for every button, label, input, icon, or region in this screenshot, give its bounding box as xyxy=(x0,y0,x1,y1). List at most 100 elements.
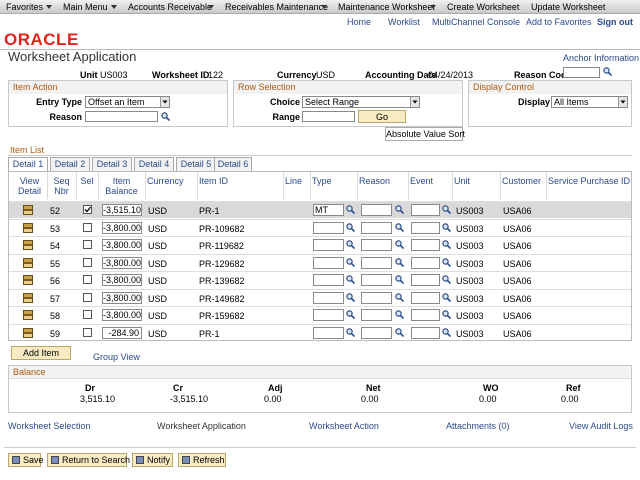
item-balance[interactable]: -3,800.00 xyxy=(102,274,142,286)
lookup-icon[interactable] xyxy=(395,257,405,267)
view-detail-icon[interactable] xyxy=(23,257,33,268)
footer-link[interactable]: Worksheet Application xyxy=(157,421,246,431)
lookup-icon[interactable] xyxy=(395,222,405,232)
go-button[interactable]: Go xyxy=(358,110,406,123)
item-balance[interactable]: -3,800.00 xyxy=(102,221,142,234)
lookup-icon[interactable] xyxy=(346,292,356,302)
view-detail-icon[interactable] xyxy=(23,292,33,303)
nav-item[interactable]: Maintenance Worksheet xyxy=(338,2,435,12)
item-balance[interactable]: -284.90 xyxy=(102,326,142,339)
column-header[interactable]: Sel xyxy=(80,176,94,186)
tab[interactable]: Detail 6 xyxy=(214,157,252,171)
event-input[interactable] xyxy=(411,291,440,304)
nav-item[interactable]: Update Worksheet xyxy=(531,2,606,12)
toolbar-button[interactable]: Return to Search xyxy=(47,453,130,467)
header-link[interactable]: Sign out xyxy=(597,17,633,27)
checkbox[interactable] xyxy=(83,292,92,302)
lookup-icon[interactable] xyxy=(442,292,452,302)
toolbar-button[interactable]: Save xyxy=(8,453,44,467)
lookup-icon[interactable] xyxy=(442,240,452,250)
add-item-button[interactable]: Add Item xyxy=(11,346,71,360)
range-input[interactable] xyxy=(302,111,355,122)
lookup-icon[interactable] xyxy=(346,310,356,320)
reason-input[interactable] xyxy=(361,256,392,269)
reason-input[interactable] xyxy=(361,274,392,286)
event-input[interactable] xyxy=(411,326,440,339)
column-header[interactable]: Event xyxy=(410,176,434,186)
checkbox[interactable] xyxy=(83,310,92,319)
abs-sort-button[interactable]: Absolute Value Sort xyxy=(385,127,465,141)
type-input[interactable] xyxy=(313,291,344,304)
dropdown[interactable]: Offset an Item xyxy=(85,96,170,108)
item-balance[interactable]: -3,800.00 xyxy=(102,239,142,251)
lookup-icon[interactable] xyxy=(161,112,171,122)
dropdown[interactable]: Select Range xyxy=(302,96,420,108)
event-input[interactable] xyxy=(411,221,440,234)
lookup-icon[interactable] xyxy=(346,222,356,232)
type-input[interactable] xyxy=(313,239,344,251)
checkbox[interactable] xyxy=(83,222,92,232)
nav-item[interactable]: Accounts Receivable xyxy=(128,2,213,12)
reason-code-input[interactable] xyxy=(563,67,600,78)
lookup-icon[interactable] xyxy=(442,310,452,320)
lookup-icon[interactable] xyxy=(395,240,405,250)
tab[interactable]: Detail 1 xyxy=(8,157,48,171)
lookup-icon[interactable] xyxy=(442,257,452,267)
nav-item[interactable]: Receivables Maintenance xyxy=(225,2,329,12)
dropdown[interactable]: All Items xyxy=(551,96,628,108)
checkbox[interactable] xyxy=(83,275,92,284)
tab[interactable]: Detail 3 xyxy=(92,157,132,171)
lookup-icon[interactable] xyxy=(395,310,405,320)
event-input[interactable] xyxy=(411,274,440,286)
item-balance[interactable]: -3,800.00 xyxy=(102,291,142,304)
tab[interactable]: Detail 5 xyxy=(176,157,216,171)
header-link[interactable]: MultiChannel Console xyxy=(432,17,521,27)
header-link[interactable]: Add to Favorites xyxy=(526,17,592,27)
checkbox[interactable] xyxy=(83,205,92,214)
column-header[interactable]: Customer xyxy=(502,176,542,186)
lookup-icon[interactable] xyxy=(346,240,356,250)
lookup-icon[interactable] xyxy=(395,327,405,337)
reason-input[interactable] xyxy=(361,204,392,216)
lookup-icon[interactable] xyxy=(442,275,452,285)
reason-input[interactable] xyxy=(85,111,158,122)
view-detail-icon[interactable] xyxy=(23,310,33,320)
footer-link[interactable]: Worksheet Selection xyxy=(8,421,91,431)
view-detail-icon[interactable] xyxy=(23,275,33,285)
column-header[interactable]: Item ID xyxy=(199,176,229,186)
header-link[interactable]: Worklist xyxy=(388,17,420,27)
lookup-icon[interactable] xyxy=(395,275,405,285)
reason-input[interactable] xyxy=(361,239,392,251)
column-header[interactable]: View Detail xyxy=(17,176,41,196)
reason-input[interactable] xyxy=(361,309,392,321)
column-header[interactable]: Unit xyxy=(454,176,471,186)
tab[interactable]: Detail 4 xyxy=(134,157,174,171)
view-detail-icon[interactable] xyxy=(23,240,33,250)
nav-item[interactable]: Create Worksheet xyxy=(447,2,520,12)
item-balance[interactable]: -3,515.10 xyxy=(102,204,142,216)
event-input[interactable] xyxy=(411,204,440,216)
view-detail-icon[interactable] xyxy=(23,327,33,338)
lookup-icon[interactable] xyxy=(395,292,405,302)
group-view-link[interactable]: Group View xyxy=(93,352,140,362)
footer-link[interactable]: View Audit Logs xyxy=(569,421,633,431)
type-input[interactable] xyxy=(313,221,344,234)
event-input[interactable] xyxy=(411,239,440,251)
reason-input[interactable] xyxy=(361,326,392,339)
column-header[interactable]: Reason xyxy=(359,176,391,186)
checkbox[interactable] xyxy=(83,257,92,267)
type-input[interactable] xyxy=(313,309,344,321)
lookup-icon[interactable] xyxy=(442,327,452,337)
view-detail-icon[interactable] xyxy=(23,222,33,233)
tab[interactable]: Detail 2 xyxy=(50,157,90,171)
toolbar-button[interactable]: Notify xyxy=(132,453,173,467)
nav-item[interactable]: Main Menu xyxy=(63,2,108,12)
lookup-icon[interactable] xyxy=(346,257,356,267)
item-balance[interactable]: -3,800.00 xyxy=(102,256,142,269)
column-header[interactable]: Item Balance xyxy=(105,176,138,196)
event-input[interactable] xyxy=(411,256,440,269)
anchor-link[interactable]: Anchor Information xyxy=(563,53,640,63)
toolbar-button[interactable]: Refresh xyxy=(178,453,226,467)
view-detail-icon[interactable] xyxy=(23,205,33,215)
type-input[interactable] xyxy=(313,274,344,286)
